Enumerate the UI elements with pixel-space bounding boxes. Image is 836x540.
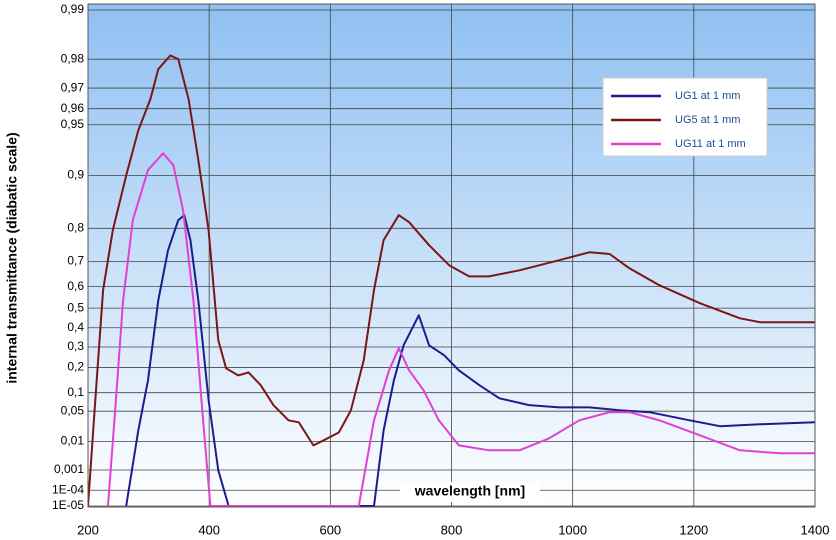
plot-frame (87, 3, 816, 508)
y-tick-label: 0,3 (67, 339, 84, 353)
lines (88, 54, 815, 507)
y-tick-label: 0,98 (61, 51, 85, 65)
legend-label: UG1 at 1 mm (675, 90, 740, 102)
x-label-bg (400, 482, 540, 502)
x-tick-label: 800 (441, 522, 463, 537)
y-tick-label: 0,95 (61, 117, 85, 131)
series-line (88, 54, 815, 507)
series-line (125, 214, 815, 507)
x-tick-label: 600 (319, 522, 341, 537)
y-tick-label: 1E-05 (52, 498, 84, 512)
x-tick-label: 1200 (679, 522, 708, 537)
y-tick-label: 0,4 (67, 320, 84, 334)
legend-label: UG11 at 1 mm (675, 138, 746, 150)
labels: 0,99 0,98 0,97 0,96 0,95 0,9 0,8 0,7 0,6 0,5 0,4 0,… (52, 2, 829, 537)
y-tick-label: 0,96 (61, 101, 85, 115)
y-axis-label: internal transmittance (diabatic scale) (4, 132, 20, 383)
y-tick-label: 0,2 (67, 360, 84, 374)
y-tick-label: 0,99 (61, 2, 85, 16)
y-tick-label: 1E-04 (52, 482, 84, 496)
y-tick-label: 0,6 (67, 279, 84, 293)
x-tick-label: 400 (198, 522, 220, 537)
y-tick-label: 0,1 (67, 385, 84, 399)
legend-label: UG5 at 1 mm (675, 114, 740, 126)
series-line (107, 152, 815, 507)
y-tick-label: 0,97 (61, 80, 85, 94)
y-tick-label: 0,8 (67, 220, 84, 234)
y-tick-label: 0,05 (61, 403, 85, 417)
legend: UG1 at 1 mm UG5 at 1 mm UG11 at 1 mm (602, 77, 768, 157)
y-tick-label: 0,001 (54, 462, 84, 476)
y-tick-label: 0,7 (67, 254, 84, 268)
y-tick-label: 0,5 (67, 300, 84, 314)
y-tick-label: 0,9 (67, 168, 84, 182)
y-tick-label: 0,01 (61, 434, 85, 448)
x-tick-label: 200 (77, 522, 99, 537)
x-axis-label: wavelength [nm] (414, 483, 525, 499)
x-tick-label: 1400 (801, 522, 830, 537)
x-tick-label: 1000 (558, 522, 587, 537)
